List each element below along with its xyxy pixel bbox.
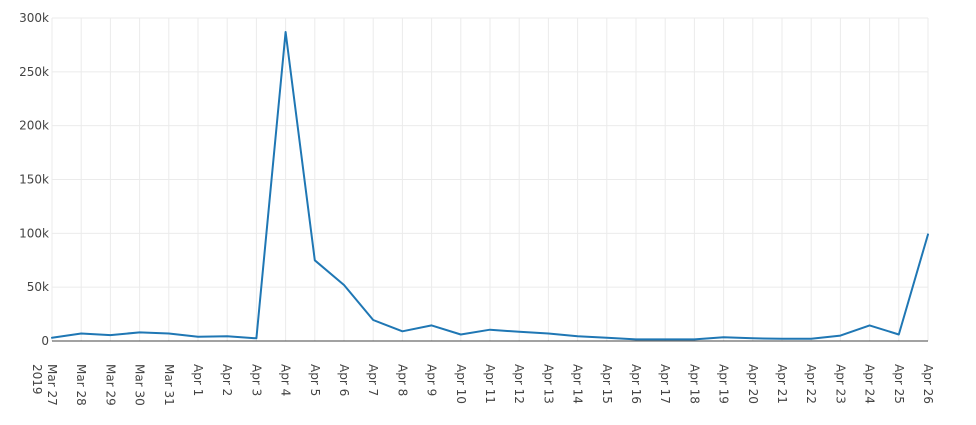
- y-tick-label: 0: [41, 334, 49, 348]
- y-axis-tick-labels: 0 50k 100k 150k 200k 250k 300k: [19, 11, 49, 348]
- x-year-label: 2019: [30, 364, 44, 395]
- x-tick-label: Mar 31: [162, 364, 176, 406]
- x-tick-label: Apr 19: [717, 364, 731, 404]
- x-tick-label: Apr 6: [337, 364, 351, 396]
- x-tick-label: Apr 3: [249, 364, 263, 396]
- x-tick-label: Apr 24: [863, 364, 877, 404]
- x-tick-label: Apr 8: [395, 364, 409, 396]
- x-tick-label: Apr 10: [454, 364, 468, 404]
- x-tick-label: Apr 26: [921, 364, 935, 404]
- y-tick-label: 300k: [19, 11, 49, 25]
- x-tick-label: Apr 9: [425, 364, 439, 396]
- x-axis-tick-labels: Mar 27 Mar 28 Mar 29 Mar 30 Mar 31 Apr 1 Apr 2…: [30, 364, 935, 406]
- x-tick-label: Mar 29: [103, 364, 117, 406]
- x-tick-label: Mar 30: [133, 364, 147, 406]
- x-tick-label: Apr 7: [366, 364, 380, 396]
- x-tick-label: Apr 22: [804, 364, 818, 404]
- y-gridlines: [52, 17, 928, 288]
- x-tick-label: Apr 4: [279, 364, 293, 396]
- x-tick-label: Apr 5: [308, 364, 322, 396]
- x-tick-label: Apr 11: [483, 364, 497, 404]
- x-tick-label: Apr 15: [600, 364, 614, 404]
- x-tick-label: Apr 21: [775, 364, 789, 404]
- y-tick-label: 150k: [19, 173, 49, 187]
- x-tick-label: Apr 13: [541, 364, 555, 404]
- series-group: [51, 31, 929, 341]
- x-tick-label: Apr 17: [658, 364, 672, 404]
- x-tick-label: Mar 28: [74, 364, 88, 406]
- y-tick-label: 200k: [19, 119, 49, 133]
- x-tick-label: Apr 16: [629, 364, 643, 404]
- y-tick-label: 250k: [19, 65, 49, 79]
- x-tick-label: Mar 27: [45, 364, 59, 406]
- y-tick-label: 50k: [27, 280, 49, 294]
- x-tick-label: Apr 14: [571, 364, 585, 404]
- x-tick-label: Apr 23: [833, 364, 847, 404]
- x-tick-label: Apr 2: [220, 364, 234, 396]
- x-tick-label: Apr 18: [687, 364, 701, 404]
- x-tick-label: Apr 20: [746, 364, 760, 404]
- x-tick-label: Apr 25: [892, 364, 906, 404]
- x-tick-label: Apr 12: [512, 364, 526, 404]
- series-line: [51, 31, 929, 341]
- x-tick-label: Apr 1: [191, 364, 205, 396]
- y-tick-label: 100k: [19, 226, 49, 240]
